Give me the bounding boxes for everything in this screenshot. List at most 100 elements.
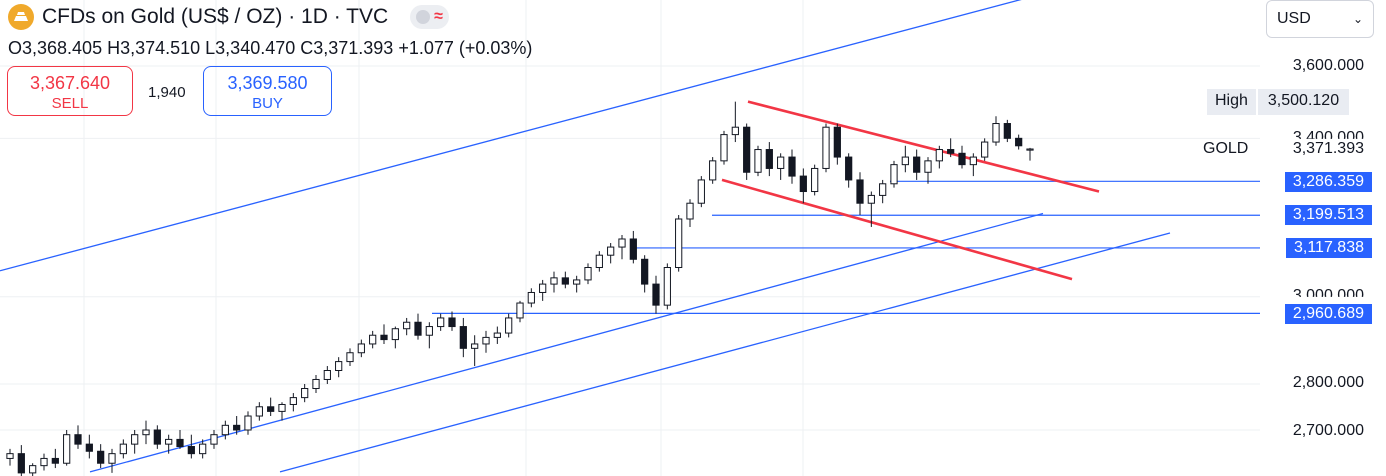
candle-up <box>981 141 989 158</box>
candle-down <box>913 156 921 173</box>
candle-up <box>901 156 909 166</box>
middle-trend-line <box>89 212 1044 473</box>
candle-up <box>822 126 830 169</box>
candle-up <box>482 336 490 345</box>
candle-up <box>119 443 127 455</box>
high-value: 3,500.120 <box>1257 89 1350 115</box>
candle-down <box>233 424 241 431</box>
candle-down <box>1015 137 1023 147</box>
candle-up <box>731 126 739 136</box>
level-label[interactable]: 3,117.838 <box>1286 238 1372 258</box>
candle-up <box>754 149 762 173</box>
candle-up <box>278 403 286 412</box>
candle-down <box>97 450 105 464</box>
candle-up <box>1026 148 1034 151</box>
level-label[interactable]: 3,199.513 <box>1284 205 1372 225</box>
candle-up <box>165 438 173 445</box>
price-tick: 2,800.000 <box>1292 374 1364 391</box>
candle-down <box>459 326 467 349</box>
candle-down <box>765 149 773 169</box>
candle-up <box>539 283 547 293</box>
spread-value: 1,940 <box>148 84 186 101</box>
candle-up <box>255 406 263 417</box>
currency-select[interactable]: USD ⌄ <box>1266 0 1374 38</box>
chevron-down-icon: ⌄ <box>1352 12 1363 26</box>
candle-up <box>516 302 524 319</box>
candle-up <box>40 457 48 467</box>
candle-down <box>153 429 161 445</box>
candle-up <box>867 194 875 204</box>
candle-up <box>312 378 320 390</box>
candle-up <box>573 279 581 285</box>
candle-down <box>85 443 93 452</box>
candle-up <box>63 434 71 464</box>
candle-up <box>686 202 694 220</box>
candle-up <box>391 328 399 341</box>
red-channel-lower <box>721 178 1073 281</box>
candle-up <box>879 183 887 196</box>
candle-up <box>607 246 615 256</box>
candle-up <box>335 361 343 372</box>
trend-lines <box>0 0 1171 473</box>
chart-header: CFDs on Gold (US$ / OZ) · 1D · TVC ≈ <box>8 4 449 30</box>
candle-up <box>221 424 229 436</box>
candle-down <box>743 126 751 173</box>
candle-down <box>641 258 649 285</box>
candle-up <box>29 465 37 474</box>
sell-label: SELL <box>51 95 89 112</box>
candle-up <box>357 343 365 354</box>
candle-up <box>618 238 626 248</box>
candle-up <box>108 453 116 464</box>
candle-up <box>969 156 977 166</box>
candle-up <box>811 167 819 193</box>
price-tick: 3,400.000 <box>1292 129 1364 146</box>
lower-trend-line <box>279 232 1171 473</box>
currency-value: USD <box>1277 10 1311 27</box>
candle-up <box>471 343 479 349</box>
candle-up <box>244 415 252 431</box>
candle-up <box>210 434 218 445</box>
symbol-tag: GOLD <box>1203 140 1249 157</box>
candle-up <box>697 179 705 204</box>
price-tick: 2,700.000 <box>1292 422 1364 439</box>
last-price: 3,371.393 <box>1292 140 1364 157</box>
buy-label: BUY <box>252 95 283 112</box>
symbol-title[interactable]: CFDs on Gold (US$ / OZ) · 1D · TVC <box>42 5 389 28</box>
candle-down <box>448 317 456 328</box>
buy-button[interactable]: 3,369.580 BUY <box>203 66 332 116</box>
candle-up <box>992 123 1000 143</box>
candle-up <box>403 321 411 330</box>
candle-down <box>74 434 82 445</box>
candle-down <box>561 277 569 285</box>
candle-up <box>301 388 309 399</box>
candle-up <box>505 317 513 334</box>
sell-button[interactable]: 3,367.640 SELL <box>7 66 133 116</box>
candle-down <box>947 149 955 154</box>
candle-up <box>6 453 14 459</box>
candle-up <box>369 334 377 345</box>
candle-down <box>17 453 25 474</box>
gold-bars-icon <box>8 4 34 30</box>
level-label[interactable]: 3,286.359 <box>1284 172 1372 192</box>
candle-down <box>414 321 422 336</box>
candle-down <box>1003 123 1011 139</box>
high-label: High <box>1207 89 1256 115</box>
candle-up <box>142 429 150 436</box>
candle-down <box>833 126 841 158</box>
candle-down <box>187 446 195 455</box>
level-label[interactable]: 2,960.689 <box>1284 304 1372 324</box>
candle-up <box>527 291 535 304</box>
candle-up <box>199 443 207 455</box>
sell-price: 3,367.640 <box>29 73 111 93</box>
candle-down <box>652 283 660 306</box>
buy-price: 3,369.580 <box>227 73 308 93</box>
candle-up <box>935 149 943 162</box>
candle-up <box>323 370 331 380</box>
indicator-badge[interactable]: ≈ <box>410 5 449 29</box>
candle-down <box>629 238 637 260</box>
candle-up <box>437 317 445 328</box>
candle-down <box>267 406 275 412</box>
candle-up <box>550 277 558 285</box>
candle-up <box>289 397 297 405</box>
